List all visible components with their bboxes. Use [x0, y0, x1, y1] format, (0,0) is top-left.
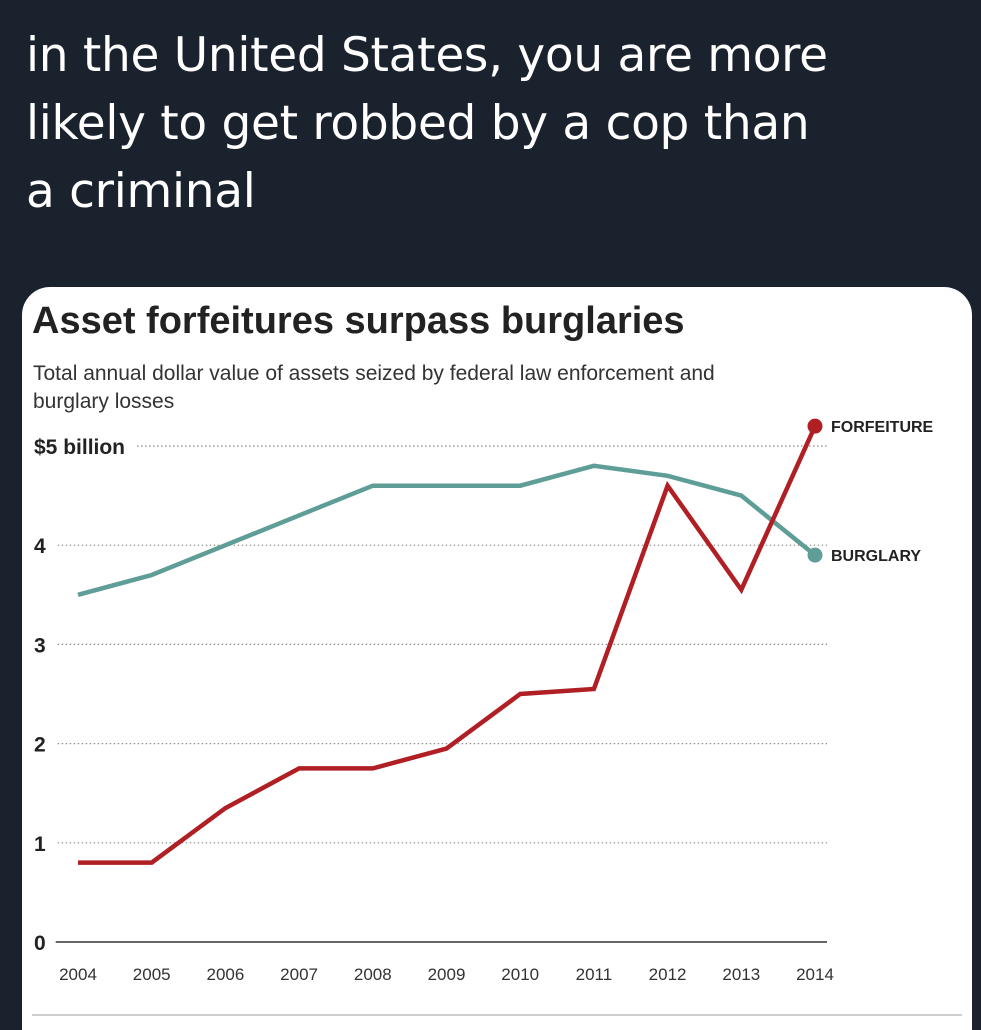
x-tick-label: 2011 — [576, 965, 613, 984]
x-axis-tick-labels: 2004 2005 2006 2007 2008 2009 2010 2011 2012 2013… — [59, 965, 834, 984]
series-labels: BURGLARY FORFEITURE — [831, 419, 934, 565]
tweet-line: in the United States, you are more — [26, 28, 828, 83]
x-tick-label: 2008 — [354, 965, 392, 984]
line-chart: Asset forfeitures surpass burglaries Tot… — [32, 300, 934, 984]
tweet-line: likely to get robbed by a cop than — [26, 96, 810, 151]
gridlines — [55, 445, 827, 943]
series-endpoint-forfeiture — [807, 418, 823, 434]
series-label-burglary: BURGLARY — [831, 548, 921, 565]
chart-title: Asset forfeitures surpass burglaries — [32, 300, 685, 342]
chart-subtitle-line: Total annual dollar value of assets seiz… — [33, 362, 715, 385]
series-label-forfeiture: FORFEITURE — [831, 419, 934, 436]
series-lines — [77, 418, 823, 865]
series-line-forfeiture — [78, 425, 818, 865]
x-tick-label: 2007 — [280, 965, 318, 984]
tweet-line: a criminal — [26, 164, 256, 219]
y-tick-label: 3 — [34, 634, 46, 657]
x-tick-label: 2006 — [206, 965, 244, 984]
y-tick-label: 1 — [34, 833, 46, 856]
x-tick-label: 2004 — [59, 965, 97, 984]
series-endpoint-burglary — [807, 547, 823, 563]
y-tick-label: 0 — [34, 932, 46, 955]
y-tick-label: 4 — [34, 535, 46, 558]
chart-subtitle-line: burglary losses — [33, 390, 174, 413]
x-tick-label: 2005 — [133, 965, 171, 984]
series-line-burglary — [77, 463, 817, 597]
x-tick-label: 2010 — [501, 965, 539, 984]
chart-image-card[interactable]: Asset forfeitures surpass burglaries Tot… — [22, 287, 972, 1030]
y-tick-label: $5 billion — [34, 436, 125, 459]
x-tick-label: 2014 — [796, 965, 834, 984]
x-tick-label: 2013 — [722, 965, 760, 984]
tweet-text: in the United States, you are more likel… — [26, 22, 966, 226]
x-tick-label: 2009 — [428, 965, 466, 984]
x-tick-label: 2012 — [649, 965, 687, 984]
y-axis-tick-labels: 0 1 2 3 4 $5 billion — [34, 436, 125, 955]
card-divider — [32, 1014, 962, 1016]
y-tick-label: 2 — [34, 734, 46, 757]
